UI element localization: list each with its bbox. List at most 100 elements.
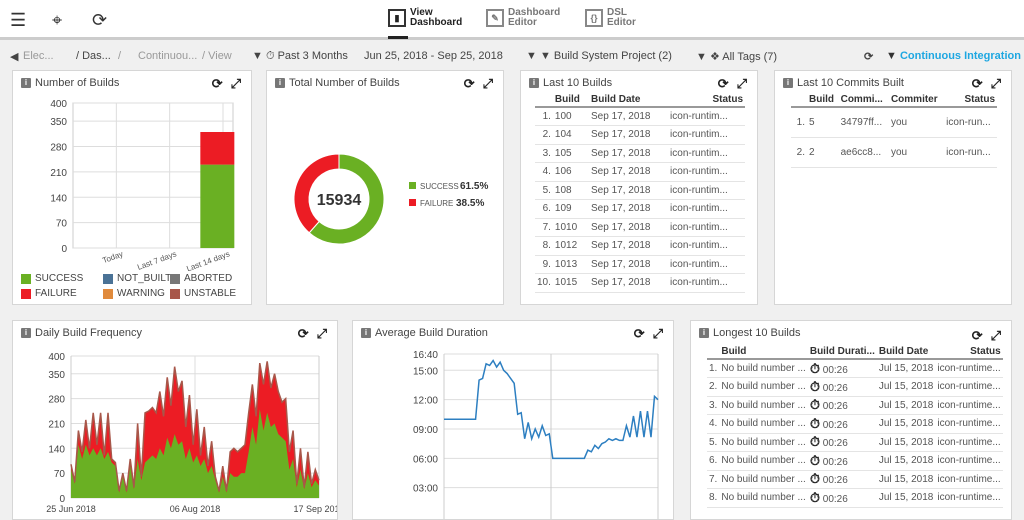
cell: icon-runtim... [670,111,728,122]
time-range-dropdown[interactable]: ▼ ⏱ Past 3 Months [252,50,348,62]
cell: 104 [554,129,572,141]
refresh-icon[interactable]: ⟳ [211,76,223,91]
expand-icon[interactable]: ⤢ [652,326,663,341]
info-icon[interactable]: i [21,328,31,338]
cell: icon-runtim... [670,184,728,196]
table-row[interactable]: 1. 5 34797ff... you icon-run... [791,107,997,138]
stopwatch-icon: ⏱ [809,434,820,450]
tags-filter[interactable]: ▼ ❖ All Tags (7) [696,51,778,63]
legend-swatch [103,273,113,284]
column-header[interactable]: Commiter [888,93,945,108]
cell: Sep 17, 2018 [591,166,651,178]
donut-chart: SUCCESS 61.5% FAILURE 38.5% 15934 [293,153,488,245]
cell: ae6cc8... [840,146,882,158]
refresh-icon[interactable]: ⟳ [92,10,108,30]
column-header[interactable]: Status [668,93,745,108]
expand-icon[interactable]: ⤢ [736,76,747,91]
table-row[interactable]: 2. 104 Sep 17, 2018 icon-runtim... [535,125,745,145]
legend-item[interactable]: WARNING [103,288,165,299]
breadcrumb-item[interactable]: Continuou... [138,50,198,62]
info-icon[interactable]: i [361,328,371,338]
info-icon[interactable]: i [783,78,793,88]
column-header[interactable]: Build Durati... [807,345,877,360]
hamburger-menu-icon[interactable]: ☰ [10,10,27,30]
column-header[interactable]: Status [935,345,1003,360]
table-header: Build Build Durati... Build Date Status [707,345,1003,360]
table-row[interactable]: 9. 1013 Sep 17, 2018 icon-runtim... [535,255,745,274]
legend-item[interactable]: FAILURE [21,288,77,299]
crosshair-icon[interactable]: ⌖ [52,10,63,30]
table-row[interactable]: 3. No build number ... ⏱ 00:26 Jul 15, 2018… [707,396,1003,415]
column-header[interactable]: Build [807,93,839,108]
table-row[interactable]: 4. 106 Sep 17, 2018 icon-runtim... [535,162,745,182]
breadcrumb-item[interactable]: Elec... [23,50,54,62]
table-row[interactable]: 10. 1015 Sep 17, 2018 icon-runtim... [535,273,745,293]
expand-icon[interactable]: ⤢ [482,76,493,91]
legend-label: WARNING [117,288,165,299]
table-row[interactable]: 6. 109 Sep 17, 2018 icon-runtim... [535,199,745,219]
column-header[interactable]: Build Date [589,93,669,108]
legend-label: SUCCESS [420,182,459,191]
project-filter[interactable]: ▼ ▼︎ Build System Project (2) [526,50,672,62]
expand-icon[interactable]: ⤢ [990,76,1001,91]
table-row[interactable]: 2. No build number ... ⏱ 00:26 Jul 15, 2018… [707,377,1003,397]
info-icon[interactable]: i [21,78,31,88]
refresh-icon[interactable]: ⟳ [971,328,983,343]
tab-dashboard-editor[interactable]: ✎ Dashboard Editor [486,8,560,28]
table-row[interactable]: 2. 2 ae6cc8... you icon-run... [791,137,997,168]
info-icon[interactable]: i [275,78,285,88]
cell: Jul 15, 2018 [878,418,934,430]
legend-value: 38.5% [456,198,484,209]
table-row[interactable]: 6. No build number ... ⏱ 00:26 Jul 15, 2018… [707,451,1003,471]
table-row[interactable]: 1. No build number ... ⏱ 00:26 Jul 15, 2018… [707,359,1003,378]
cell: icon-runtime... [937,455,1001,467]
refresh-icon[interactable]: ⟳ [633,326,645,341]
table-row[interactable]: 4. No build number ... ⏱ 00:26 Jul 15, 2018… [707,414,1003,434]
info-icon[interactable]: i [529,78,539,88]
refresh-icon[interactable]: ⟳ [463,76,475,91]
tab-view-dashboard[interactable]: ▮ View Dashboard [388,8,462,39]
legend-item[interactable]: SUCCESS [21,273,83,284]
cell: Sep 17, 2018 [591,240,651,252]
column-header[interactable]: Status [944,93,997,108]
y-tick-label: 210 [50,168,67,179]
expand-icon[interactable]: ⤢ [990,328,1001,343]
table-row[interactable]: 7. No build number ... ⏱ 00:26 Jul 15, 2018… [707,470,1003,489]
legend-swatch [21,273,31,284]
cell: you [890,146,908,158]
expand-icon[interactable]: ⤢ [316,326,327,341]
column-header[interactable]: Build [719,345,808,360]
table-row[interactable]: 7. 1010 Sep 17, 2018 icon-runtim... [535,218,745,237]
breadcrumb-item[interactable]: / Das... [76,50,111,62]
legend-label: NOT_BUILT [117,273,172,284]
table-row[interactable]: 8. 1012 Sep 17, 2018 icon-runtim... [535,236,745,256]
table-row[interactable]: 1. 100 Sep 17, 2018 icon-runtim... [535,107,745,126]
cell: icon-runtim... [670,203,728,215]
refresh-icon[interactable]: ⟳ [297,326,309,341]
table-row[interactable]: 5. No build number ... ⏱ 00:26 Jul 15, 2018… [707,433,1003,452]
dashboard-selector[interactable]: ▼ Continuous Integration [886,50,1021,62]
column-header[interactable]: Commi... [838,93,889,108]
y-tick-label: 400 [50,99,67,110]
refresh-icon[interactable]: ⟳ [717,76,729,91]
expand-icon[interactable]: ⤢ [230,76,241,91]
refresh-icon[interactable]: ⟳ [864,51,874,63]
info-icon[interactable]: i [699,328,709,338]
cell: 3. [542,147,551,159]
cell: Sep 17, 2018 [591,277,651,289]
table-row[interactable]: 8. No build number ... ⏱ 00:26 Jul 15, 2018… [707,488,1003,508]
legend-item[interactable]: NOT_BUILT [103,273,171,284]
refresh-icon[interactable]: ⟳ [971,76,983,91]
column-header[interactable]: Build [552,93,589,108]
cell: icon-runtime... [937,436,1001,448]
column-header[interactable]: Build Date [876,345,936,360]
tab-dsl-editor[interactable]: {} DSL Editor [585,8,636,28]
table-row[interactable]: 5. 108 Sep 17, 2018 icon-runtim... [535,181,745,200]
date-range[interactable]: Jun 25, 2018 - Sep 25, 2018 [364,50,503,62]
cell: No build number ... [721,455,806,467]
back-arrow-icon[interactable]: ◀ [10,51,19,63]
legend-item[interactable]: UNSTABLE [170,288,236,299]
legend-item[interactable]: ABORTED [170,273,232,284]
table-row[interactable]: 3. 105 Sep 17, 2018 icon-runtim... [535,144,745,163]
legend-value: 61.5% [460,181,488,192]
